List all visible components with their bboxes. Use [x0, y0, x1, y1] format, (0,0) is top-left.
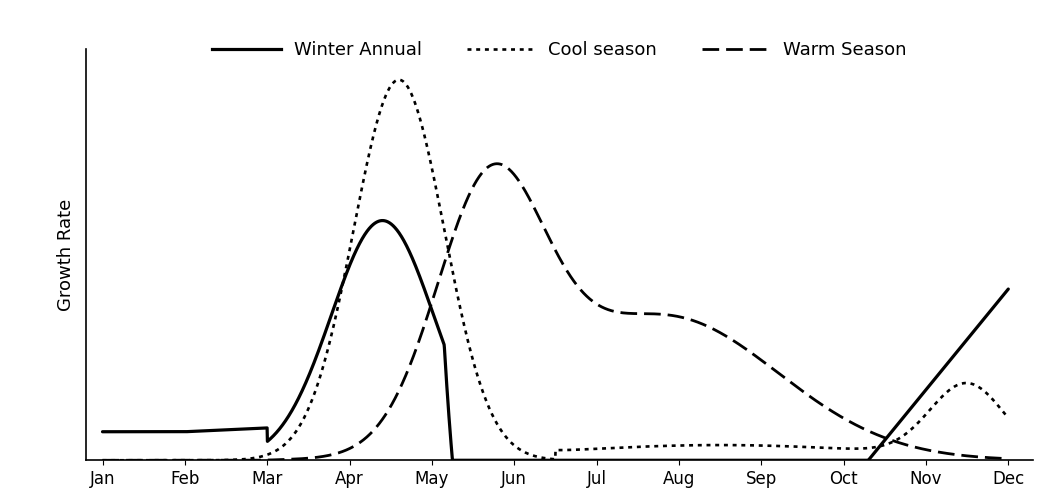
- Winter Annual: [96, 429, 109, 435]
- Winter Annual: [888, 427, 900, 433]
- Cool season: [1002, 415, 1014, 421]
- Winter Annual: [483, 457, 496, 463]
- Winter Annual: [376, 217, 389, 223]
- Legend: Winter Annual, Cool season, Warm Season: Winter Annual, Cool season, Warm Season: [205, 34, 914, 66]
- Winter Annual: [985, 307, 998, 313]
- Line: Warm Season: Warm Season: [103, 163, 1008, 460]
- Cool season: [393, 77, 406, 83]
- Warm Season: [490, 160, 503, 166]
- Cool season: [254, 454, 266, 460]
- Warm Season: [96, 457, 109, 463]
- Warm Season: [254, 457, 266, 463]
- Warm Season: [443, 243, 456, 249]
- Warm Season: [483, 163, 496, 170]
- Cool season: [96, 457, 109, 463]
- Cool season: [483, 405, 496, 411]
- Winter Annual: [446, 457, 459, 463]
- Cool season: [984, 394, 997, 400]
- Warm Season: [1002, 456, 1014, 462]
- Line: Cool season: Cool season: [103, 80, 1008, 460]
- Line: Winter Annual: Winter Annual: [103, 220, 1008, 460]
- Y-axis label: Growth Rate: Growth Rate: [57, 199, 74, 311]
- Warm Season: [199, 457, 212, 463]
- Cool season: [444, 257, 457, 263]
- Winter Annual: [1002, 286, 1014, 292]
- Cool season: [199, 457, 212, 463]
- Cool season: [887, 439, 899, 445]
- Winter Annual: [199, 428, 212, 434]
- Warm Season: [984, 455, 997, 461]
- Winter Annual: [444, 429, 457, 435]
- Winter Annual: [254, 425, 266, 431]
- Warm Season: [887, 438, 899, 444]
